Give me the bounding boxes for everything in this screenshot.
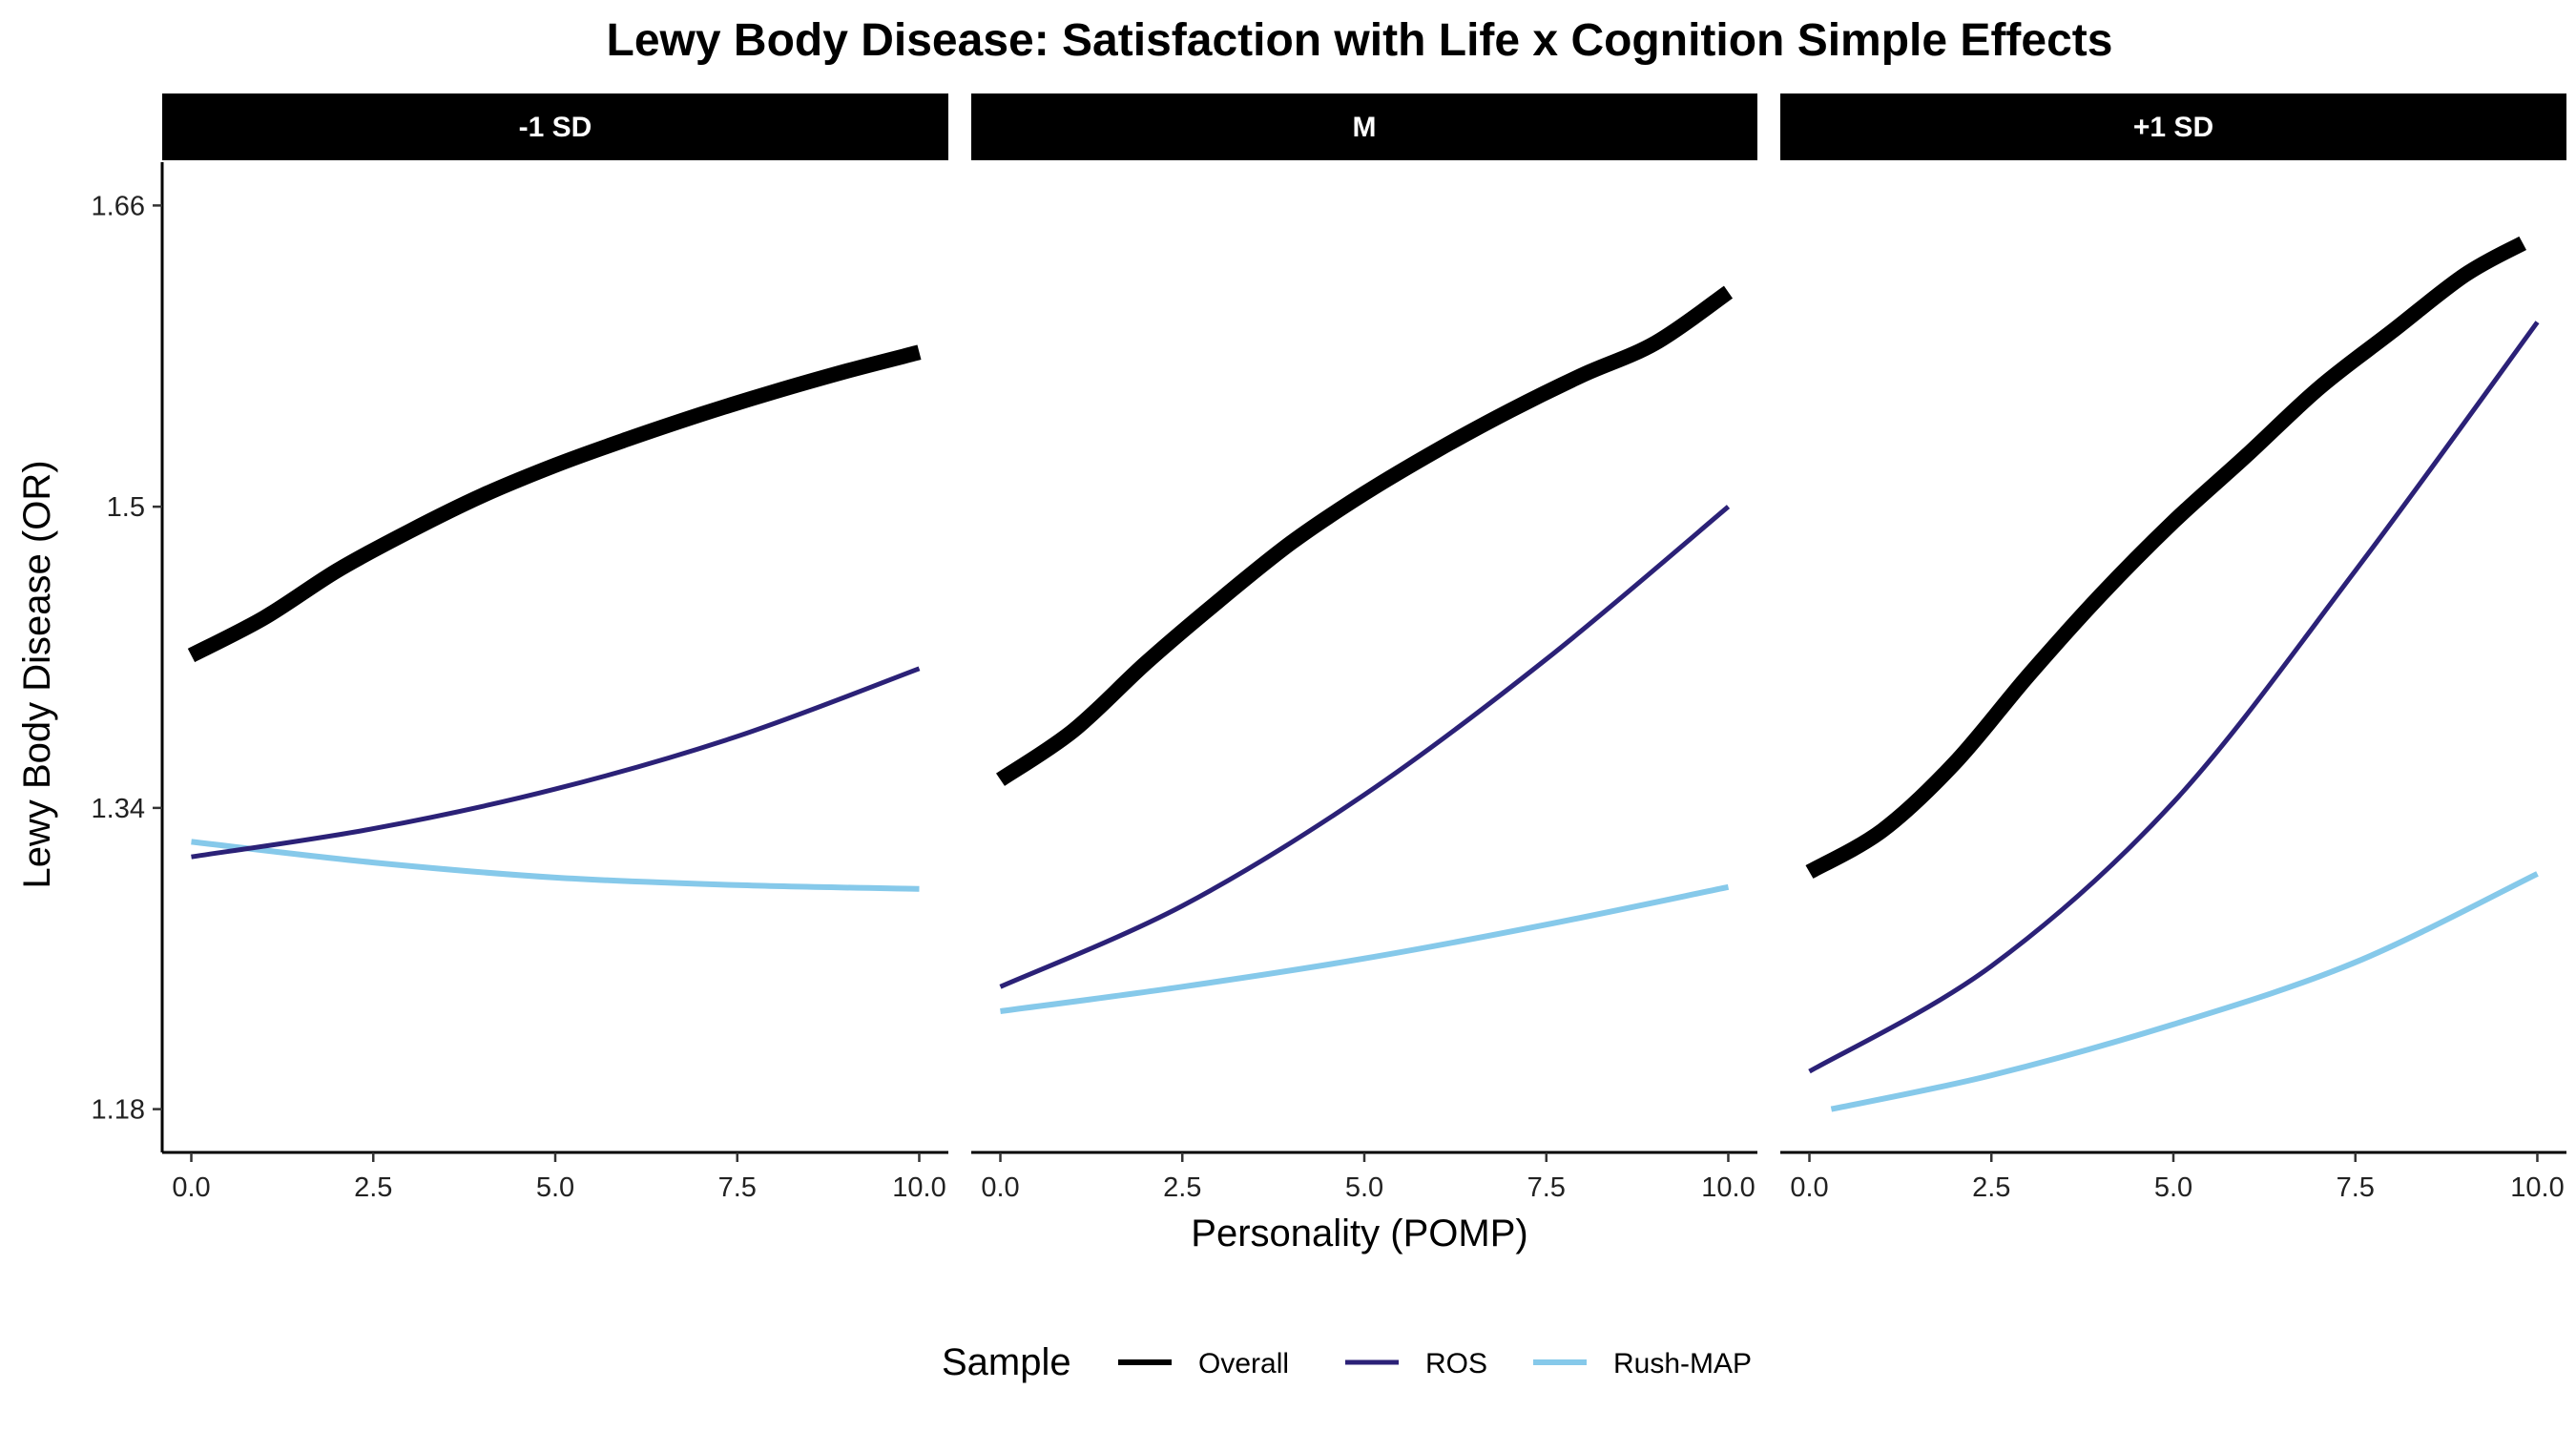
y-tick-label: 1.18	[92, 1095, 145, 1126]
x-tick-label: 7.5	[718, 1172, 757, 1203]
chart-title: Lewy Body Disease: Satisfaction with Lif…	[607, 15, 2113, 66]
x-tick-label: 5.0	[536, 1172, 574, 1203]
y-tick-label: 1.5	[107, 492, 145, 523]
facet-strip	[971, 93, 1757, 160]
series-line-overall	[996, 285, 1734, 786]
series-line-rush-map	[1000, 883, 1730, 1014]
facet-strip-label: +1 SD	[2133, 112, 2213, 143]
facet-strip-label: -1 SD	[519, 112, 592, 143]
y-axis-title: Lewy Body Disease (OR)	[16, 460, 58, 888]
legend-label: Overall	[1198, 1348, 1289, 1379]
legend-title: Sample	[942, 1341, 1071, 1383]
facet-panels: -1 SD M +1 SD	[162, 93, 2566, 1112]
x-axes: 0.0 2.5 5.0 7.5 10.0 0.0 2.5 5.0 7.5 10.0 0.0 2.5 5.…	[162, 1151, 2566, 1203]
legend-label: Rush-MAP	[1613, 1348, 1752, 1379]
x-tick-label: 2.5	[1163, 1172, 1201, 1203]
legend-label: ROS	[1425, 1348, 1487, 1379]
series-line-rush-map	[191, 839, 920, 892]
x-tick-label: 10.0	[1701, 1172, 1755, 1203]
y-tick-label: 1.34	[92, 794, 145, 824]
x-tick-label: 2.5	[354, 1172, 392, 1203]
x-tick-label: 7.5	[2337, 1172, 2375, 1203]
facet-strip	[1780, 93, 2566, 160]
legend: Sample Overall ROS Rush-MAP	[942, 1341, 1752, 1383]
x-tick-label: 0.0	[172, 1172, 210, 1203]
facet-panel: +1 SD	[1780, 93, 2566, 1112]
x-tick-label: 0.0	[981, 1172, 1019, 1203]
facet-panel: -1 SD	[162, 93, 948, 892]
series-line-rush-map	[1830, 871, 2539, 1112]
x-tick-label: 10.0	[2510, 1172, 2564, 1203]
x-tick-label: 0.0	[1790, 1172, 1828, 1203]
x-tick-label: 5.0	[1345, 1172, 1383, 1203]
y-axis: 1.18 1.34 1.5 1.66	[92, 162, 164, 1152]
series-line-overall	[187, 344, 922, 663]
facet-strip-label: M	[1353, 112, 1377, 143]
facet-panel: M	[971, 93, 1757, 1014]
x-tick-label: 7.5	[1527, 1172, 1566, 1203]
series-line-overall	[1805, 236, 2526, 880]
x-tick-label: 10.0	[892, 1172, 945, 1203]
facet-strip	[162, 93, 948, 160]
x-axis-title: Personality (POMP)	[1191, 1213, 1527, 1255]
series-line-ros	[191, 666, 921, 860]
y-tick-label: 1.66	[92, 191, 145, 221]
series-line-ros	[999, 505, 1731, 989]
series-line-ros	[1808, 321, 2540, 1074]
x-tick-label: 2.5	[1972, 1172, 2010, 1203]
x-tick-label: 5.0	[2154, 1172, 2192, 1203]
